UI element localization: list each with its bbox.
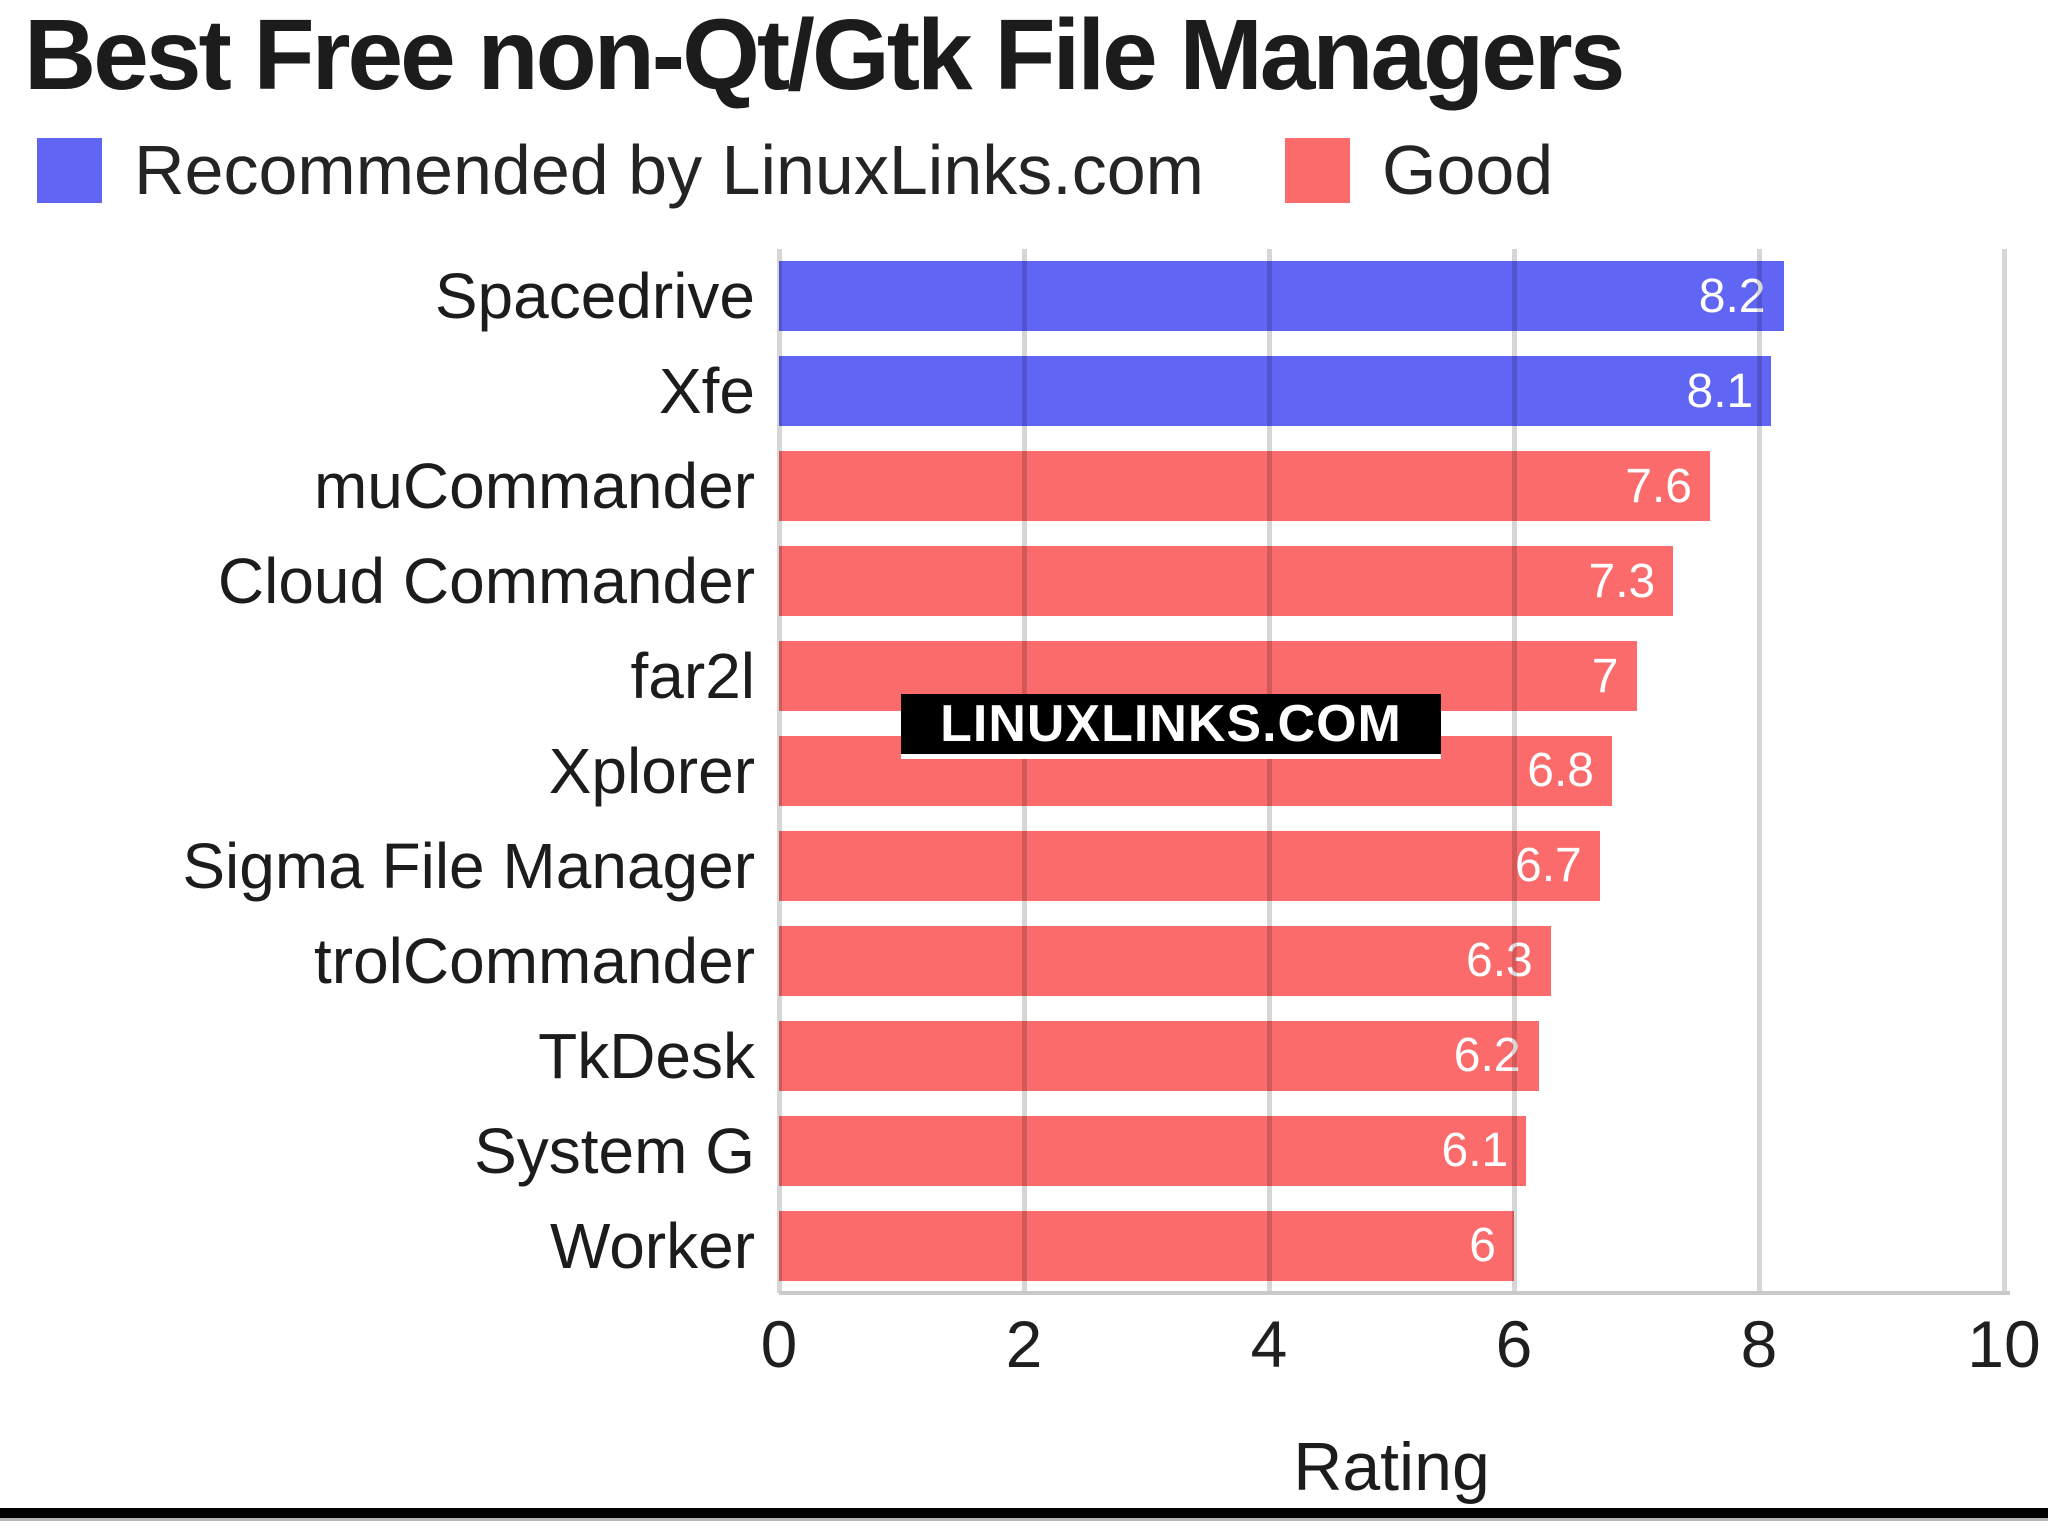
gridline-x-2 (1021, 249, 1027, 1293)
bar-value-label: 8.1 (1686, 364, 1754, 418)
bar-row: 8.1 (779, 344, 2004, 439)
bar-value-label: 6.3 (1466, 934, 1533, 988)
category-label: Sigma File Manager (182, 829, 755, 902)
bar-row: 6.3 (779, 913, 2004, 1008)
bar-value-label: 6 (1469, 1219, 1496, 1273)
bar-value-label: 7 (1591, 649, 1619, 703)
bar-value-label: 6.8 (1527, 744, 1594, 798)
gridline-x-0 (776, 249, 782, 1293)
rating-bar: 6.3 (779, 925, 1551, 996)
bottom-divider (0, 1508, 2048, 1518)
x-tick-label-6: 6 (1495, 1307, 1533, 1381)
x-tick-label-10: 10 (1967, 1307, 2041, 1381)
category-label: muCommander (313, 450, 755, 523)
category-label: Cloud Commander (217, 545, 755, 618)
plot-area: 8.2 8.1 7.6 7.3 7 6.8 6.7 6.3 6.2 6.1 6 (776, 249, 2007, 1293)
category-label: trolCommander (313, 924, 755, 997)
category-label: Xplorer (548, 735, 755, 807)
chart-title: Best Free non-Qt/Gtk File Managers (24, 0, 1625, 111)
rating-bar: 6.1 (779, 1115, 1527, 1186)
bar-value-label: 6.7 (1515, 839, 1582, 893)
x-axis-title: Rating (1293, 1429, 1490, 1505)
legend-swatch-good (1285, 137, 1350, 203)
category-label: Xfe (658, 355, 755, 428)
bar-row: 7.6 (779, 439, 2004, 534)
bar-value-label: 7.6 (1625, 459, 1692, 513)
gridline-x-8 (1756, 249, 1762, 1293)
gridline-x-10 (2001, 249, 2007, 1293)
bar-value-label: 6.1 (1441, 1124, 1509, 1178)
bar-row: 6.7 (779, 818, 2004, 913)
bar-row: 6.1 (779, 1103, 2004, 1198)
bar-row: 7.3 (779, 534, 2004, 629)
gridline-x-4 (1266, 249, 1272, 1293)
rating-bar: 8.2 (779, 261, 1784, 332)
bar-row: 8.2 (779, 249, 2004, 344)
category-label: Spacedrive (434, 260, 755, 333)
watermark: LINUXLINKS.COM (901, 694, 1441, 759)
x-axis-baseline (779, 1291, 2010, 1295)
bar-value-label: 7.3 (1588, 554, 1656, 608)
legend-swatch-recommended (37, 137, 102, 203)
rating-bar: 7.6 (779, 451, 1710, 522)
gridline-x-6 (1511, 249, 1517, 1293)
legend-item-recommended: Recommended by LinuxLinks.com (37, 131, 1204, 209)
legend-item-good: Good (1285, 131, 1553, 209)
bar-value-label: 8.2 (1698, 269, 1766, 323)
rating-bar: 6 (779, 1210, 1514, 1281)
category-label: System G (474, 1114, 755, 1187)
bar-row: 6 (779, 1198, 2004, 1293)
legend: Recommended by LinuxLinks.com Good (0, 131, 2048, 209)
legend-label-good: Good (1382, 131, 1554, 209)
legend-label-recommended: Recommended by LinuxLinks.com (134, 131, 1204, 209)
category-label: Worker (549, 1209, 755, 1282)
rating-bar: 6.2 (779, 1020, 1539, 1091)
rating-bar: 7.3 (779, 546, 1674, 617)
x-tick-label-2: 2 (1005, 1307, 1043, 1381)
category-label: far2l (630, 640, 756, 713)
bar-value-label: 6.2 (1453, 1029, 1521, 1083)
x-tick-label-8: 8 (1740, 1307, 1778, 1381)
rating-bar: 8.1 (779, 356, 1772, 427)
bar-row: 6.2 (779, 1008, 2004, 1103)
x-tick-label-4: 4 (1250, 1307, 1288, 1381)
x-tick-label-0: 0 (760, 1307, 798, 1381)
category-label: TkDesk (538, 1019, 755, 1092)
rating-bar: 6.7 (779, 830, 1600, 901)
bottom-divider-shadow (0, 1518, 2048, 1521)
